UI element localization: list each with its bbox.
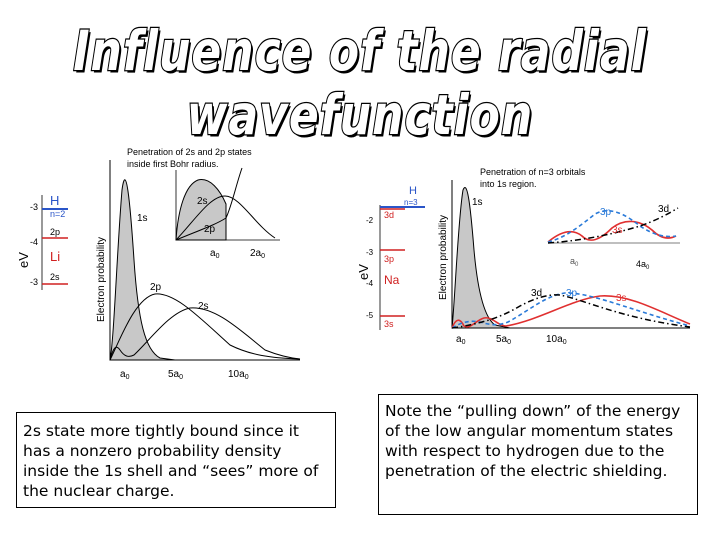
right-x-5a0: 5a: [496, 334, 508, 345]
right-yaxis-label: Electron probability: [438, 215, 449, 300]
left-inset-label-2p: 2p: [204, 224, 216, 235]
left-ev-axis-label: eV: [16, 252, 31, 268]
right-label-1s: 1s: [472, 197, 483, 208]
right-inset-label-3d: 3d: [658, 204, 669, 215]
right-inset-3s: [547, 220, 677, 243]
right-na-label: Na: [384, 273, 400, 287]
right-inset-3p: [547, 210, 677, 243]
left-curve-2p: [109, 293, 301, 361]
right-inset-caption-1: Penetration of n=3 orbitals: [480, 167, 586, 177]
right-x-10a0-sub: 0: [563, 339, 567, 346]
left-tick-m3b: -3: [30, 277, 38, 287]
left-tick-m4: -4: [30, 237, 38, 247]
right-inset-label-3s: 3s: [612, 225, 623, 236]
right-h-label: H: [409, 185, 417, 197]
right-x-10a0: 10a: [546, 334, 563, 345]
left-yaxis-label: Electron probability: [96, 237, 107, 322]
left-h-label: H: [50, 193, 59, 208]
right-tick-m5: -5: [366, 311, 374, 320]
right-inset-caption-2: into 1s region.: [480, 179, 537, 189]
svg-text:a0: a0: [570, 256, 579, 268]
right-figure: eV -2 -3 -4 -5 H n=3 3d 3p Na 3s Electro…: [356, 167, 691, 346]
left-inset-2a0-sub: 0: [261, 253, 265, 260]
right-label-3p: 3p: [566, 288, 578, 299]
left-inset-1s: [175, 167, 243, 241]
left-x-10a0: 10a: [228, 369, 245, 380]
right-curve-3p: [451, 292, 691, 329]
left-level-2p: 2p: [50, 227, 60, 237]
right-x-a0-sub: 0: [462, 339, 466, 346]
left-inset-label-2s: 2s: [197, 196, 208, 207]
left-caption-text: 2s state more tightly bound since it has…: [23, 422, 319, 500]
right-label-3s: 3s: [616, 293, 627, 304]
left-label-2s: 2s: [198, 301, 209, 312]
right-tick-m4: -4: [366, 279, 374, 288]
left-x-5a0: 5a: [168, 369, 180, 380]
svg-text:a0: a0: [210, 248, 220, 260]
left-curve-2s: [109, 307, 301, 361]
right-label-3d: 3d: [531, 288, 542, 299]
left-inset-a0-sub: 0: [216, 253, 220, 260]
svg-text:5a0: 5a0: [496, 334, 511, 346]
right-x-5a0-sub: 0: [507, 339, 511, 346]
svg-text:5a0: 5a0: [168, 369, 183, 381]
left-inset-caption-2: inside first Bohr radius.: [127, 159, 219, 169]
svg-text:2a0: 2a0: [250, 248, 265, 260]
left-level-2s: 2s: [50, 272, 60, 282]
svg-text:a0: a0: [120, 369, 130, 381]
right-inset-4a0-sub: 0: [646, 265, 650, 271]
left-label-2p: 2p: [150, 282, 162, 293]
left-inset-2a0: 2a: [250, 248, 262, 259]
left-inset-a0: a: [210, 248, 216, 259]
left-label-1s: 1s: [137, 213, 148, 224]
right-n3-label: n=3: [404, 198, 418, 207]
left-n2-label: n=2: [50, 209, 65, 219]
left-curve-1s: [109, 179, 176, 361]
svg-text:10a0: 10a0: [228, 369, 249, 381]
right-caption-text: Note the “pulling down” of the energy of…: [385, 402, 681, 480]
svg-text:a0: a0: [456, 334, 466, 346]
right-inset-a0: a: [570, 256, 575, 266]
left-inset-2p: [175, 195, 276, 241]
svg-text:4a0: 4a0: [636, 259, 650, 271]
right-inset-a0-sub: 0: [575, 262, 579, 268]
right-caption-box: Note the “pulling down” of the energy of…: [378, 394, 698, 515]
left-li-label: Li: [50, 249, 60, 264]
right-tick-m3: -3: [366, 248, 374, 257]
right-ev-axis-label: eV: [356, 264, 371, 280]
svg-text:10a0: 10a0: [546, 334, 567, 346]
right-inset-label-3p: 3p: [600, 207, 612, 218]
left-inset-caption-1: Penetration of 2s and 2p states: [127, 147, 252, 157]
right-tick-m2: -2: [366, 216, 374, 225]
left-figure: eV -3 -4 -3 H n=2 2p Li 2s Electron prob…: [16, 147, 301, 381]
left-x-10a0-sub: 0: [245, 374, 249, 381]
right-inset-4a0: 4a: [636, 259, 646, 269]
right-level-3s: 3s: [384, 319, 394, 329]
left-tick-m3a: -3: [30, 202, 38, 212]
right-curve-3d: [451, 294, 691, 329]
right-level-3d: 3d: [384, 210, 394, 220]
right-curve-1s: [451, 187, 511, 329]
right-curve-3s: [451, 295, 691, 329]
right-inset-3d: [547, 207, 679, 244]
right-level-3p: 3p: [384, 254, 394, 264]
left-x-a0-sub: 0: [126, 374, 130, 381]
left-x-a0: a: [120, 369, 126, 380]
right-x-a0: a: [456, 334, 462, 345]
left-inset-2s-shade: [175, 179, 227, 241]
left-caption-box: 2s state more tightly bound since it has…: [16, 412, 336, 508]
left-x-5a0-sub: 0: [179, 374, 183, 381]
slide-title: Influence of the radial wavefunction: [72, 19, 647, 149]
